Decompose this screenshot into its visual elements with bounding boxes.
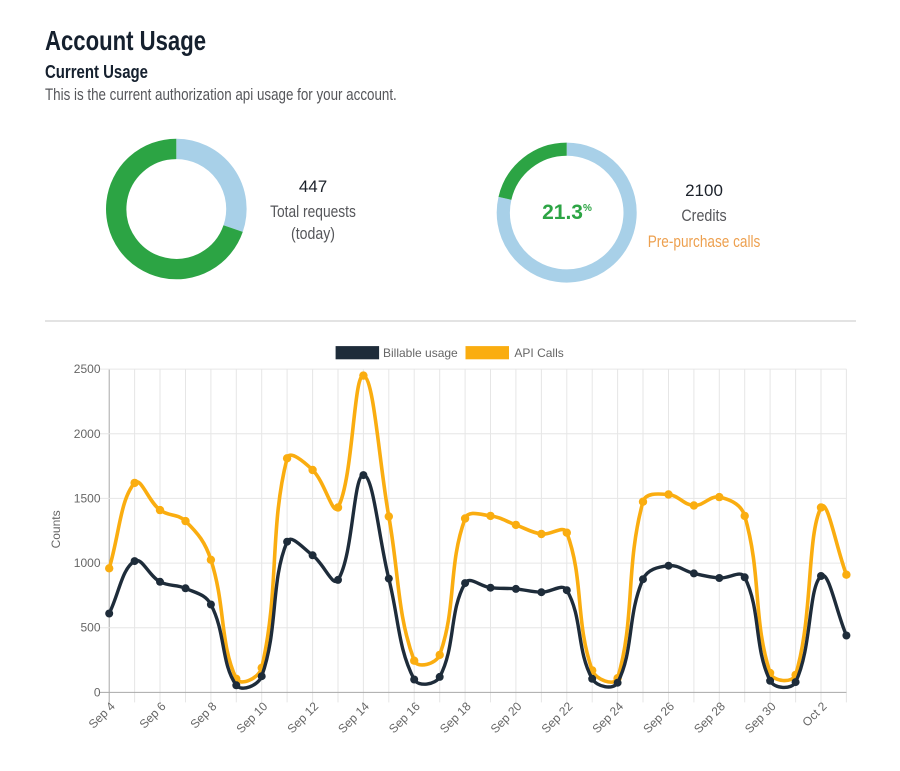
svg-text:Counts: Counts	[49, 510, 63, 548]
svg-text:Sep 8: Sep 8	[187, 699, 219, 731]
svg-text:Sep 4: Sep 4	[86, 699, 118, 731]
svg-text:Sep 10: Sep 10	[234, 699, 271, 736]
svg-text:2000: 2000	[74, 427, 101, 441]
svg-text:0: 0	[94, 685, 101, 699]
svg-text:1500: 1500	[74, 491, 101, 505]
svg-text:Billable usage: Billable usage	[383, 346, 458, 360]
svg-text:Sep 28: Sep 28	[691, 699, 728, 736]
svg-text:Sep 22: Sep 22	[539, 699, 576, 736]
svg-text:Sep 26: Sep 26	[640, 699, 677, 736]
svg-text:Sep 18: Sep 18	[437, 699, 474, 736]
svg-text:API Calls: API Calls	[514, 346, 563, 360]
svg-text:1000: 1000	[74, 556, 101, 570]
svg-text:500: 500	[80, 621, 100, 635]
svg-text:Sep 6: Sep 6	[137, 699, 169, 731]
svg-text:Sep 16: Sep 16	[386, 699, 423, 736]
svg-text:Sep 12: Sep 12	[284, 699, 321, 736]
svg-text:2500: 2500	[74, 362, 101, 376]
svg-text:Sep 24: Sep 24	[589, 699, 626, 736]
svg-text:Sep 30: Sep 30	[742, 699, 779, 736]
svg-text:Sep 14: Sep 14	[335, 699, 372, 736]
svg-text:Oct 2: Oct 2	[799, 699, 829, 729]
svg-text:Sep 20: Sep 20	[488, 699, 525, 736]
